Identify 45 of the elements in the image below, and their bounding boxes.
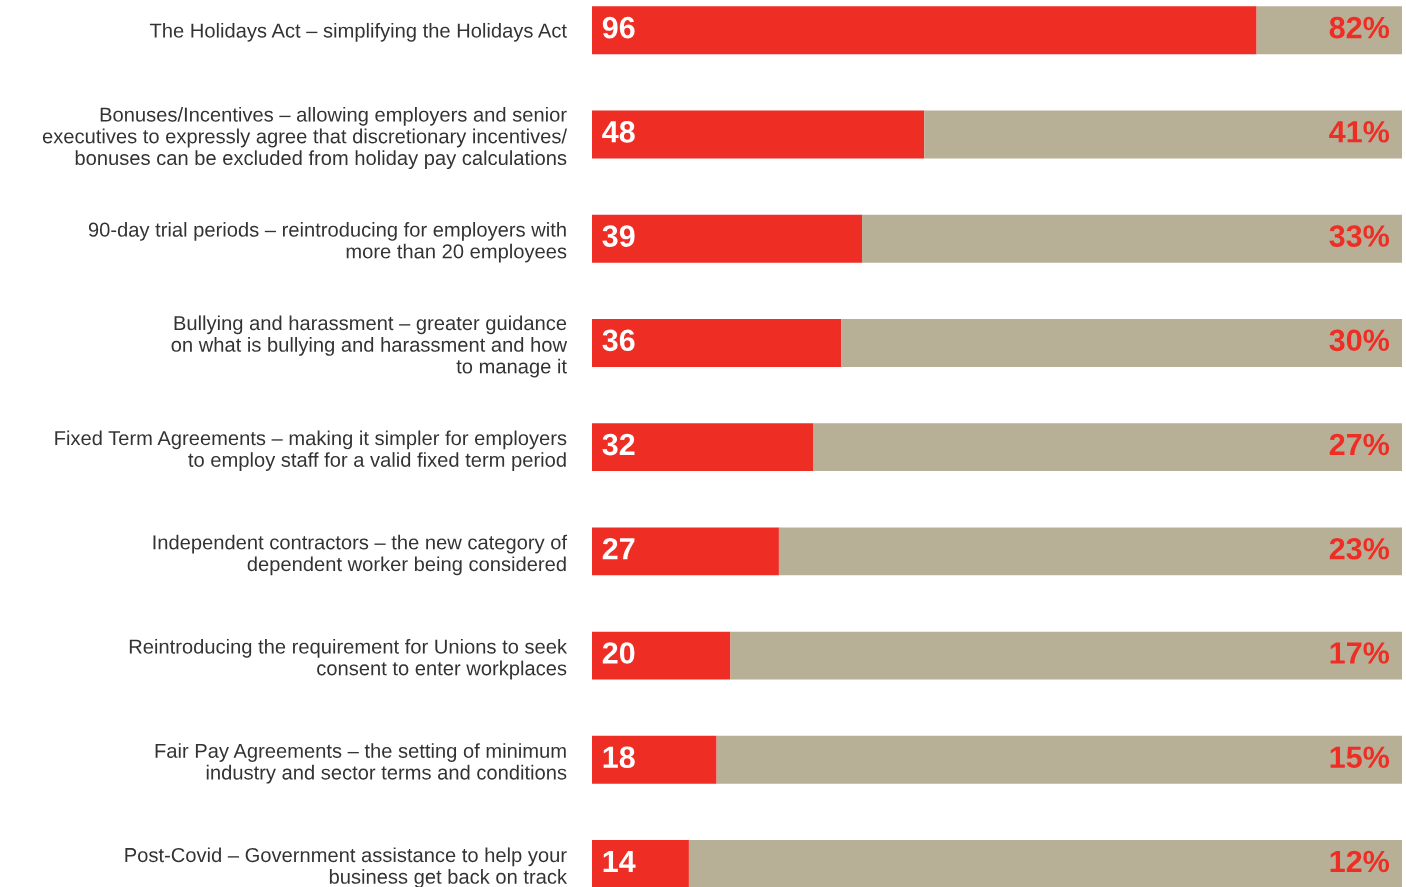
data-label: 14 [603, 850, 636, 872]
bar [592, 318, 842, 367]
bar [813, 423, 1402, 472]
y-tick-label: Independent contractors – the new category of dependent worker being considered [153, 534, 568, 576]
data-label: 39 [602, 225, 635, 247]
bar [778, 527, 1402, 576]
y-tick-label: Reintroducing the requirement for Unions to seek consent to enter workplaces [129, 638, 568, 680]
annotation: 82% [1329, 16, 1390, 39]
data-label: 27 [602, 537, 635, 560]
annotation: 23% [1329, 537, 1390, 560]
y-tick-label: 90-day trial periods – reintroducing for employers with more than 20 employees [88, 222, 567, 263]
annotation: 17% [1330, 642, 1390, 664]
annotation: 30% [1329, 329, 1390, 352]
y-tick-label: The Holidays Act – simplifying the Holidays Act [149, 22, 567, 42]
data-label: 32 [602, 433, 635, 456]
y-tick-label: Post-Covid – Government assistance to help your business get back on track [125, 847, 568, 887]
bar [592, 527, 779, 576]
data-label: 96 [602, 16, 635, 39]
y-tick-label: Fixed Term Agreements – making it simpler for employers to employ staff for a valid fixed term period [55, 430, 567, 471]
data-label: 48 [602, 121, 635, 143]
annotation: 33% [1329, 225, 1390, 247]
data-label: 36 [602, 329, 635, 352]
bar [841, 318, 1402, 367]
annotation: 12% [1330, 850, 1390, 873]
y-tick-label: Bonuses/Incentives – allowing employers and senior executives to expressly agree that discretionary incentives/ bonuses can be excluded from holiday pay calculations [42, 106, 568, 170]
y-tick-label: Fair Pay Agreements – the setting of minimum industry and sector terms and conditions [155, 743, 567, 784]
bar [592, 423, 814, 472]
bar [592, 735, 717, 784]
bar [730, 631, 1402, 680]
annotation: 41% [1329, 121, 1390, 143]
data-label: 18 [603, 746, 635, 769]
bar [592, 214, 862, 263]
bar [862, 214, 1402, 263]
annotation: 27% [1329, 433, 1390, 456]
annotation: 15% [1330, 746, 1390, 769]
bar [688, 840, 1402, 887]
bar [592, 110, 925, 159]
bar [924, 110, 1402, 159]
bar [716, 735, 1402, 784]
bar [592, 840, 689, 887]
bar [1256, 6, 1402, 55]
y-tick-label: Bullying and harassment – greater guidance on what is bullying and harassment and how to manage it [171, 315, 568, 378]
bar [592, 631, 731, 680]
data-label: 20 [602, 642, 635, 664]
bar [592, 6, 1257, 55]
